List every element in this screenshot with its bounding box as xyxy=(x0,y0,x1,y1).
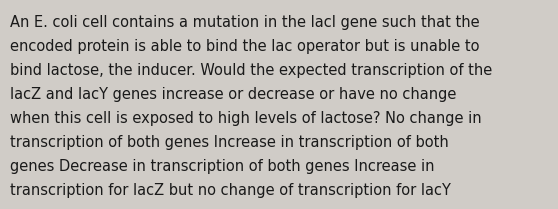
Text: transcription for lacZ but no change of transcription for lacY: transcription for lacZ but no change of … xyxy=(10,183,451,198)
Text: transcription of both genes Increase in transcription of both: transcription of both genes Increase in … xyxy=(10,135,449,150)
Text: encoded protein is able to bind the lac operator but is unable to: encoded protein is able to bind the lac … xyxy=(10,39,479,54)
Text: An E. coli cell contains a mutation in the lacI gene such that the: An E. coli cell contains a mutation in t… xyxy=(10,15,480,30)
Text: genes Decrease in transcription of both genes Increase in: genes Decrease in transcription of both … xyxy=(10,159,435,174)
Text: lacZ and lacY genes increase or decrease or have no change: lacZ and lacY genes increase or decrease… xyxy=(10,87,456,102)
Text: when this cell is exposed to high levels of lactose? No change in: when this cell is exposed to high levels… xyxy=(10,111,482,126)
Text: bind lactose, the inducer. Would the expected transcription of the: bind lactose, the inducer. Would the exp… xyxy=(10,63,492,78)
